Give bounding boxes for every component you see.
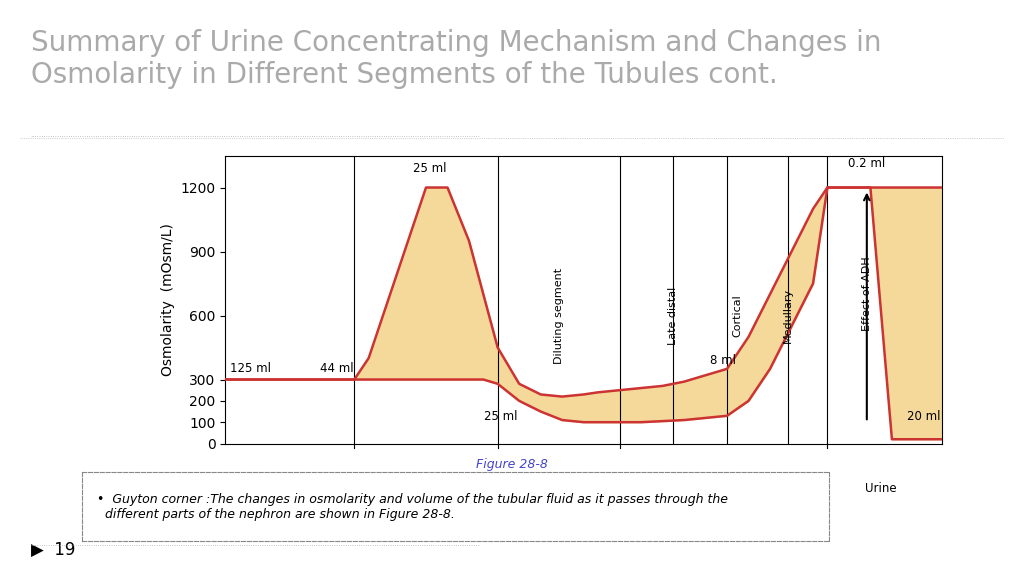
- Text: Effect of ADH: Effect of ADH: [862, 257, 871, 332]
- Y-axis label: Osmolarity  (mOsm/L): Osmolarity (mOsm/L): [161, 223, 175, 376]
- Text: ................................................................................: ........................................…: [31, 541, 480, 547]
- Text: Cortical: Cortical: [733, 294, 742, 337]
- Text: 0.2 ml: 0.2 ml: [848, 157, 886, 170]
- Text: Diluting segment: Diluting segment: [554, 267, 563, 363]
- Text: ▶  19: ▶ 19: [31, 541, 75, 559]
- Text: 8 ml: 8 ml: [711, 354, 736, 367]
- Text: Figure 28-8: Figure 28-8: [476, 458, 548, 471]
- Text: Loop of Henle: Loop of Henle: [386, 482, 466, 495]
- Text: Summary of Urine Concentrating Mechanism and Changes in
Osmolarity in Different : Summary of Urine Concentrating Mechanism…: [31, 29, 882, 89]
- Text: 25 ml: 25 ml: [413, 162, 446, 175]
- Text: Distal
tubule: Distal tubule: [540, 482, 578, 510]
- Text: Medullary: Medullary: [783, 288, 793, 343]
- Text: 44 ml: 44 ml: [319, 362, 353, 375]
- Text: 20 ml: 20 ml: [907, 410, 941, 423]
- Text: ................................................................................: ........................................…: [31, 132, 480, 138]
- Text: Urine: Urine: [865, 482, 897, 495]
- Text: 25 ml: 25 ml: [484, 410, 518, 423]
- Text: Collecting
tubule
and duct: Collecting tubule and duct: [644, 482, 702, 525]
- Text: 125 ml: 125 ml: [229, 362, 271, 375]
- Text: Proximal
tubule: Proximal tubule: [264, 482, 315, 510]
- Text: •  Guyton corner :The changes in osmolarity and volume of the tubular fluid as i: • Guyton corner :The changes in osmolari…: [97, 493, 728, 521]
- Text: Late distal: Late distal: [669, 286, 678, 344]
